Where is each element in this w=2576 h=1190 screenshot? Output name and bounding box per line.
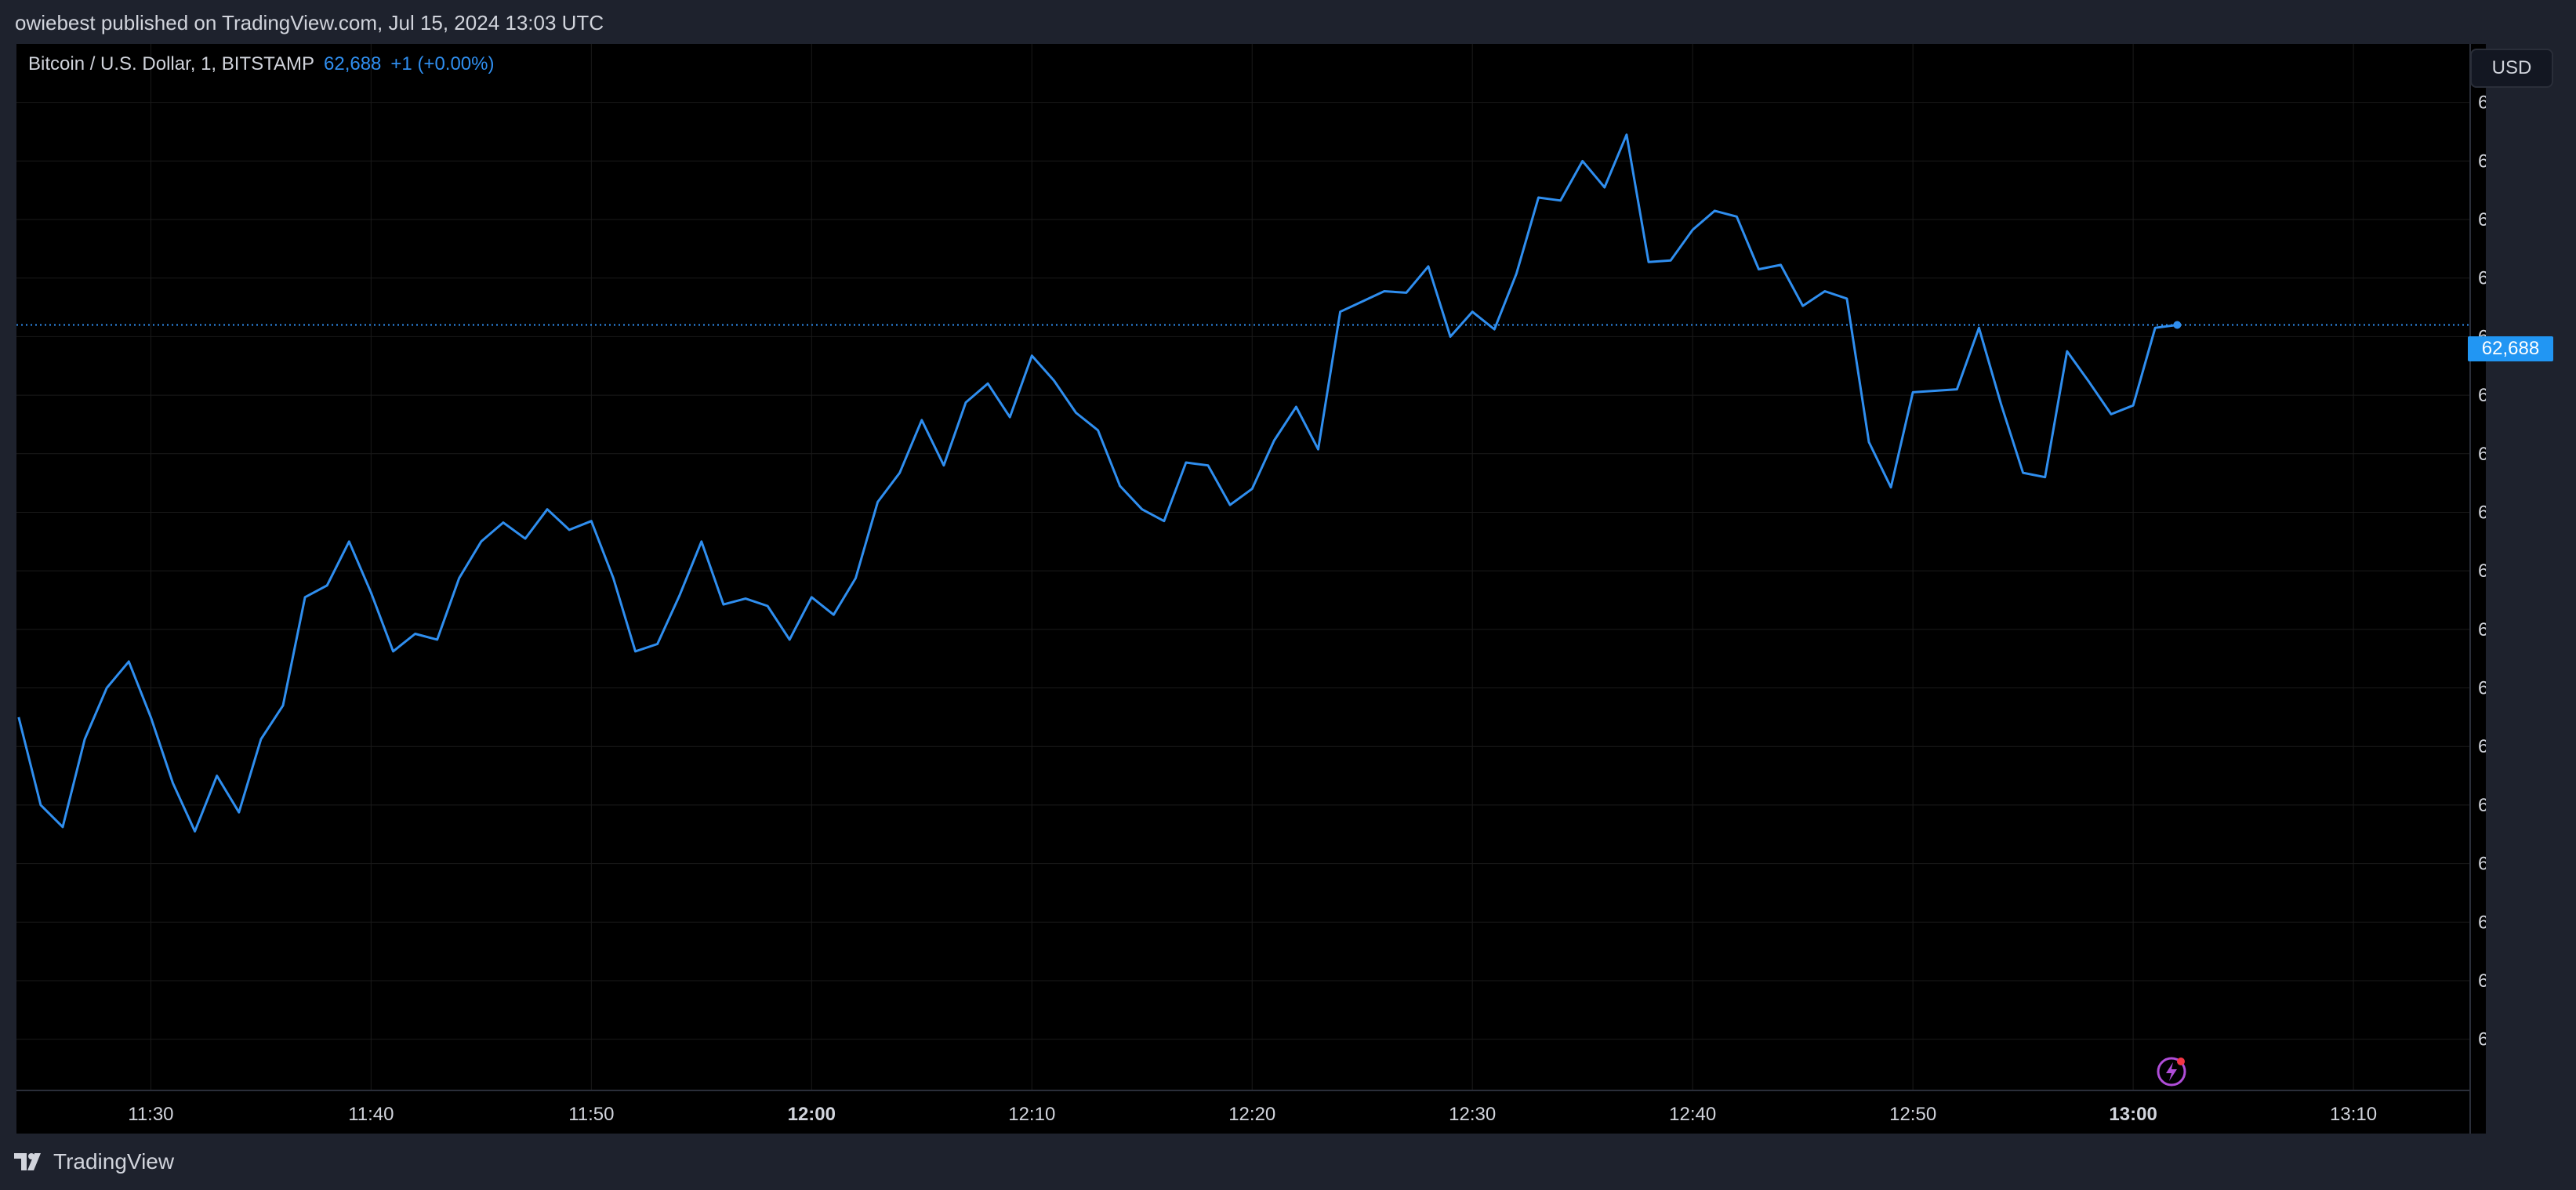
time-tick-label: 12:50 [1889, 1104, 1936, 1125]
time-axis[interactable]: 11:30 11:40 11:50 12:00 12:10 12:20 12:30 12:40… [128, 1104, 2377, 1125]
price-tick-label: 62,320 [2478, 854, 2486, 875]
time-tick-label: 12:00 [788, 1104, 836, 1125]
price-tick-label: 62,200 [2478, 1029, 2486, 1050]
time-tick-label: 13:10 [2330, 1104, 2377, 1125]
currency-button[interactable]: USD [2470, 49, 2553, 88]
publish-bar: owiebest published on TradingView.com, J… [0, 0, 2576, 44]
last-price-dot [2173, 321, 2182, 329]
time-tick-label: 11:50 [568, 1104, 614, 1125]
tradingview-logo-icon [14, 1153, 41, 1170]
time-tick-label: 11:40 [348, 1104, 394, 1125]
price-chart[interactable]: 62,200 62,240 62,280 62,320 62,360 62,400 62,4… [16, 44, 2486, 1134]
price-tick-label: 62,760 [2478, 209, 2486, 230]
price-tick-label: 62,720 [2478, 268, 2486, 289]
tradingview-brand: TradingView [53, 1149, 175, 1174]
tradingview-logo[interactable]: TradingView [14, 1146, 174, 1177]
legend-change: +1 (+0.00%) [390, 53, 495, 74]
price-tick-label: 62,280 [2478, 912, 2486, 933]
legend-symbol[interactable]: Bitcoin / U.S. Dollar, 1, BITSTAMP [28, 53, 314, 74]
price-tick-label: 62,360 [2478, 795, 2486, 816]
time-tick-label: 13:00 [2109, 1104, 2157, 1125]
time-tick-label: 12:40 [1669, 1104, 1716, 1125]
price-tick-label: 62,800 [2478, 151, 2486, 172]
time-tick-label: 12:30 [1449, 1104, 1496, 1125]
chart-grid [16, 44, 2470, 1090]
price-tick-label: 62,840 [2478, 93, 2486, 114]
chart-pane[interactable]: 62,200 62,240 62,280 62,320 62,360 62,400 62,4… [16, 44, 2486, 1134]
price-scale: 62,200 62,240 62,280 62,320 62,360 62,400 62,4… [2478, 93, 2486, 1050]
legend-price: 62,688 [324, 53, 382, 74]
time-tick-label: 11:30 [128, 1104, 173, 1125]
time-tick-label: 12:20 [1228, 1104, 1275, 1125]
price-tick-label: 62,240 [2478, 971, 2486, 992]
price-tick-label: 62,480 [2478, 619, 2486, 640]
price-tick-label: 62,560 [2478, 502, 2486, 523]
footer-bar [0, 1134, 2576, 1190]
price-tick-label: 62,400 [2478, 736, 2486, 757]
price-tick-label: 62,440 [2478, 678, 2486, 699]
price-tick-label: 62,600 [2478, 444, 2486, 465]
price-tick-label: 62,640 [2478, 385, 2486, 406]
time-tick-label: 12:10 [1008, 1104, 1055, 1125]
lightning-icon[interactable] [2156, 1054, 2189, 1087]
series-legend[interactable]: Bitcoin / U.S. Dollar, 1, BITSTAMP 62,688… [28, 53, 495, 75]
publish-info: owiebest published on TradingView.com, J… [15, 11, 604, 34]
current-price-label: 62,688 [2468, 336, 2553, 361]
price-series-line [17, 133, 2178, 833]
price-tick-label: 62,520 [2478, 561, 2486, 582]
